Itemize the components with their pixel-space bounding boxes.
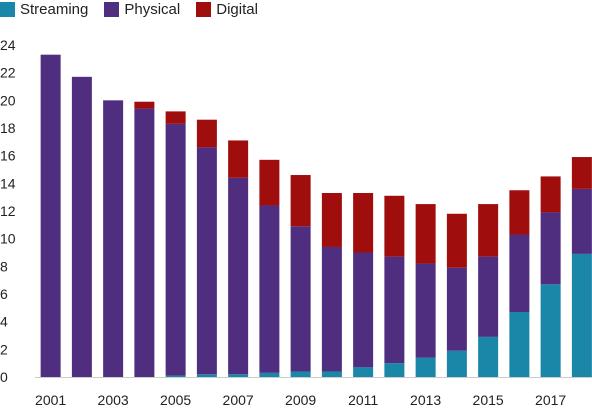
- y-tick-label: 16: [0, 148, 16, 164]
- y-tick-label: 22: [0, 65, 16, 81]
- chart-legend: Streaming Physical Digital: [0, 0, 274, 18]
- bar-physical-2009: [290, 226, 311, 372]
- bar-streaming-2009: [290, 371, 311, 377]
- legend-item-physical: Physical: [104, 1, 180, 18]
- bar-digital-2016: [509, 190, 530, 235]
- bar-physical-2008: [259, 205, 280, 373]
- bar-streaming-2013: [415, 357, 436, 377]
- legend-label-physical: Physical: [124, 0, 181, 18]
- bar-digital-2007: [228, 140, 249, 178]
- bar-digital-2014: [446, 213, 467, 268]
- bar-digital-2012: [384, 195, 405, 257]
- y-tick-label: 14: [0, 175, 16, 191]
- y-tick-label: 12: [0, 203, 16, 219]
- y-tick-label: 2: [0, 341, 8, 357]
- bar-digital-2018: [571, 157, 592, 189]
- bar-physical-2012: [384, 256, 405, 364]
- y-tick-label: 24: [0, 37, 16, 53]
- x-tick-label: 2009: [285, 392, 316, 408]
- y-tick-label: 4: [0, 314, 8, 330]
- bar-physical-2001: [40, 54, 61, 378]
- x-tick-label: 2007: [223, 392, 254, 408]
- y-tick-label: 6: [0, 286, 8, 302]
- x-axis: 2001 2003 2005 2007 2009 2011 2013 2015 2017: [35, 377, 592, 408]
- bar-streaming-2018: [571, 253, 592, 377]
- bar-physical-2004: [134, 108, 155, 377]
- bar-streaming-2012: [384, 363, 405, 377]
- bar-digital-2011: [353, 193, 374, 253]
- y-tick-label: 20: [0, 92, 16, 108]
- bar-physical-2007: [228, 177, 249, 375]
- legend-swatch-digital: [196, 1, 212, 17]
- legend-swatch-physical: [104, 1, 120, 17]
- bar-physical-2016: [509, 234, 530, 312]
- bar-physical-2018: [571, 188, 592, 254]
- legend-item-digital: Digital: [196, 1, 258, 18]
- bar-physical-2010: [321, 246, 342, 372]
- x-tick-label: 2001: [35, 392, 66, 408]
- legend-swatch-streaming: [0, 1, 15, 17]
- bar-digital-2004: [134, 101, 155, 109]
- bar-digital-2006: [196, 119, 217, 148]
- bar-physical-2011: [353, 252, 374, 368]
- bar-streaming-2010: [321, 371, 342, 377]
- bar-digital-2009: [290, 175, 311, 227]
- bar-streaming-2006: [196, 374, 217, 377]
- y-tick-label: 0: [0, 369, 8, 385]
- bar-physical-2005: [165, 123, 186, 376]
- bar-digital-2017: [540, 176, 561, 213]
- x-tick-label: 2015: [473, 392, 504, 408]
- bar-physical-2017: [540, 212, 561, 285]
- bar-streaming-2008: [259, 372, 280, 377]
- y-tick-label: 10: [0, 231, 16, 247]
- bar-streaming-2017: [540, 284, 561, 377]
- legend-label-streaming: Streaming: [20, 0, 89, 18]
- bar-physical-2013: [415, 263, 436, 358]
- x-tick-label: 2003: [98, 392, 129, 408]
- bar-physical-2003: [103, 100, 124, 377]
- y-tick-label: 18: [0, 120, 16, 136]
- bar-streaming-2011: [353, 367, 374, 377]
- y-tick-label: 8: [0, 258, 8, 274]
- bar-physical-2015: [478, 256, 499, 337]
- bar-streaming-2015: [478, 336, 499, 377]
- bar-streaming-2016: [509, 311, 530, 377]
- bar-digital-2010: [321, 193, 342, 247]
- legend-label-digital: Digital: [216, 0, 258, 18]
- bar-physical-2006: [196, 147, 217, 375]
- bar-digital-2008: [259, 159, 280, 206]
- bar-streaming-2007: [228, 374, 249, 377]
- x-tick-label: 2011: [348, 392, 378, 408]
- bar-digital-2005: [165, 111, 186, 124]
- bar-physical-2014: [446, 267, 467, 351]
- bars: [40, 54, 592, 378]
- bar-digital-2015: [478, 204, 499, 257]
- bar-streaming-2005: [165, 375, 186, 377]
- x-tick-label: 2017: [535, 392, 566, 408]
- x-tick-label: 2005: [160, 392, 191, 408]
- legend-item-streaming: Streaming: [0, 1, 88, 18]
- bar-physical-2002: [71, 76, 92, 377]
- x-tick-label: 2013: [410, 392, 441, 408]
- bar-digital-2013: [415, 204, 436, 264]
- bar-streaming-2014: [446, 350, 467, 377]
